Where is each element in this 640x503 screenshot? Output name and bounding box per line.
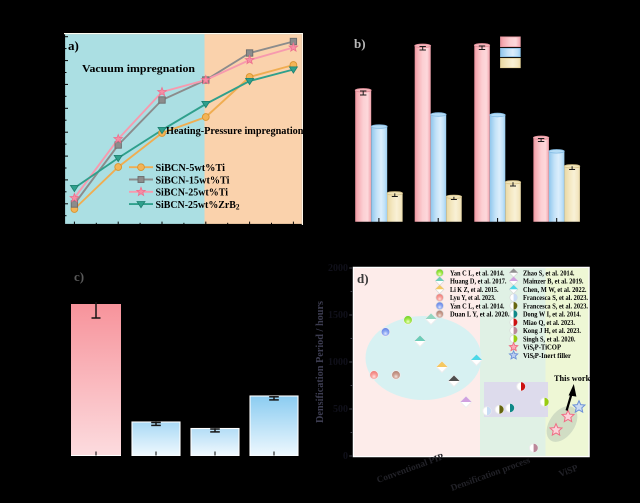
svg-text:Dong W I, et al. 2014.: Dong W I, et al. 2014. (523, 310, 581, 319)
svg-text:SiBCN-5wt%Ti: SiBCN-5wt%Ti (156, 162, 226, 174)
svg-text:Mainzer B, et al. 2019.: Mainzer B, et al. 2019. (523, 277, 584, 286)
svg-text:ViSfP-Inert filler: ViSfP-Inert filler (523, 351, 572, 361)
svg-text:Li K Z, et al. 2015.: Li K Z, et al. 2015. (450, 285, 499, 294)
svg-text:Yan C L, et al. 2014.: Yan C L, et al. 2014. (450, 301, 505, 310)
svg-text:SiBCN-ZrB: SiBCN-ZrB (524, 59, 570, 69)
svg-text:SiBCN: SiBCN (524, 37, 551, 47)
svg-text:2000: 2000 (328, 263, 348, 274)
svg-text:Yan C L, et al. 2014.: Yan C L, et al. 2014. (450, 268, 505, 277)
svg-text:Kong J H, et al. 2023.: Kong J H, et al. 2023. (523, 326, 581, 335)
svg-text:1500: 1500 (328, 310, 348, 321)
svg-text:Chen, M W, et al. 2022.: Chen, M W, et al. 2022. (523, 285, 587, 294)
svg-text:SiBCN-Ti: SiBCN-Ti (524, 48, 562, 58)
svg-text:Miao Q, et al. 2023.: Miao Q, et al. 2023. (523, 318, 575, 327)
svg-text:1000: 1000 (328, 357, 348, 368)
svg-text:Zhao S, et al. 2014.: Zhao S, et al. 2014. (523, 268, 575, 277)
svg-text:b): b) (354, 36, 366, 51)
svg-text:Francesca S, et al. 2023.: Francesca S, et al. 2023. (523, 301, 588, 310)
svg-text:Heating-Pressure impregnation: Heating-Pressure impregnation (166, 125, 304, 137)
svg-text:Vacuum impregnation: Vacuum impregnation (82, 63, 195, 75)
svg-text:ViSfP-TiCOP: ViSfP-TiCOP (523, 343, 561, 353)
svg-text:c): c) (74, 269, 84, 284)
svg-text:Francesca S, et al. 2023.: Francesca S, et al. 2023. (523, 293, 588, 302)
svg-text:500: 500 (333, 404, 348, 415)
svg-text:a): a) (68, 38, 79, 53)
svg-text:SiBCN-25wt%ZrB2: SiBCN-25wt%ZrB2 (156, 199, 240, 212)
svg-text:SiBCN-15wt%Ti: SiBCN-15wt%Ti (156, 174, 230, 186)
svg-text:Densification Period / hours: Densification Period / hours (315, 301, 326, 423)
svg-text:d): d) (357, 271, 369, 286)
svg-text:Singh S, et al. 2020.: Singh S, et al. 2020. (523, 334, 576, 343)
svg-text:0: 0 (343, 451, 348, 462)
svg-text:Duan L Y, et al. 2020.: Duan L Y, et al. 2020. (450, 310, 510, 319)
svg-text:Lyu Y, et al. 2023.: Lyu Y, et al. 2023. (450, 293, 496, 302)
svg-text:SiBCN-25wt%Ti: SiBCN-25wt%Ti (156, 187, 229, 199)
svg-text:Huang D, et al. 2017.: Huang D, et al. 2017. (450, 277, 507, 286)
svg-text:This work: This work (554, 374, 591, 383)
